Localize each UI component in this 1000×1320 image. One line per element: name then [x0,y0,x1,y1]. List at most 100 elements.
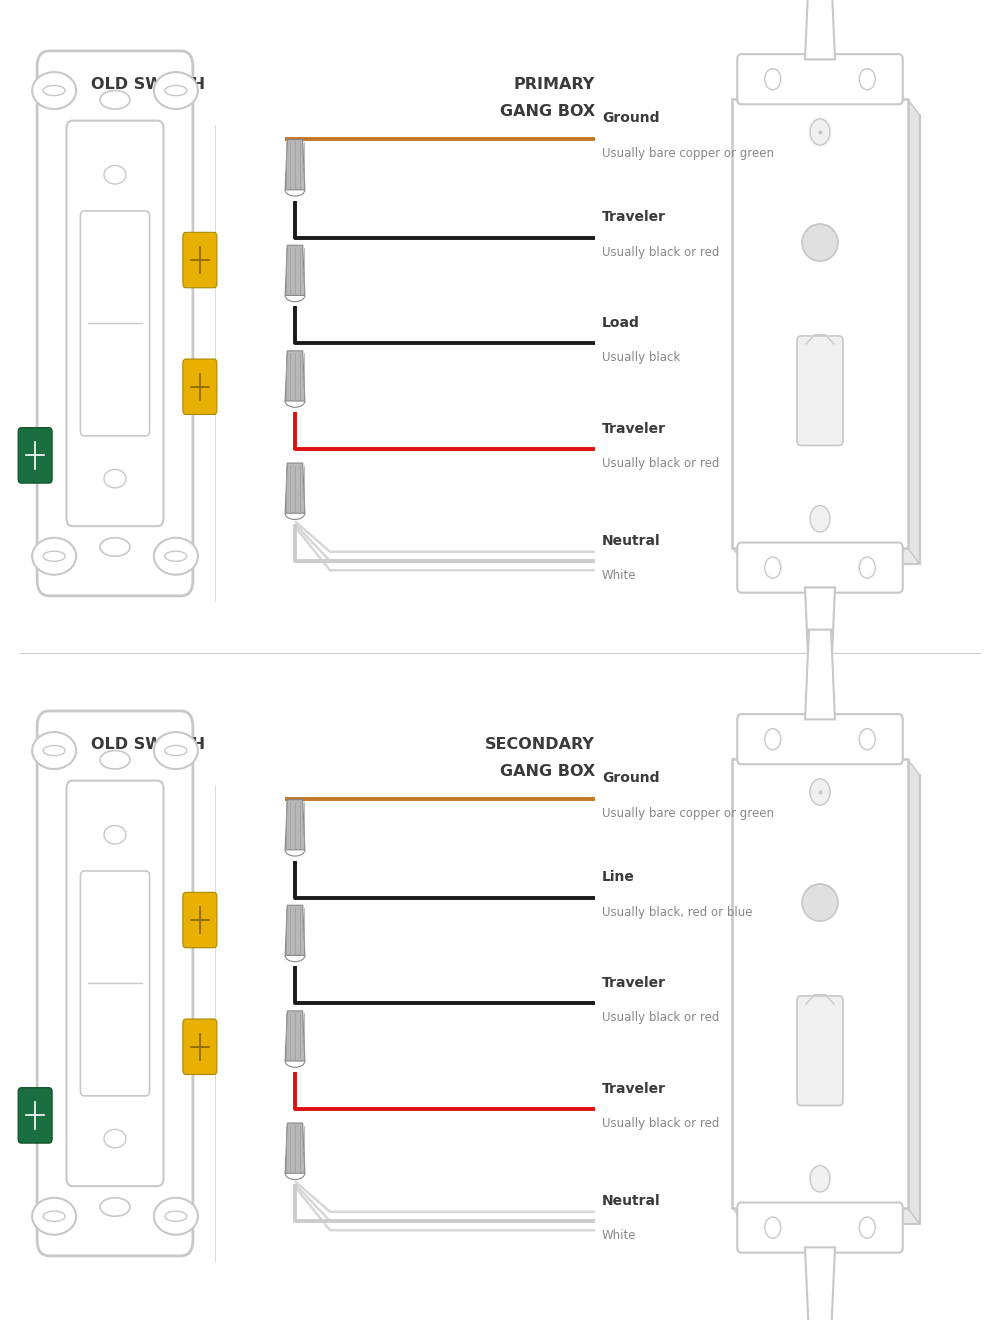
FancyBboxPatch shape [37,711,193,1255]
Ellipse shape [165,746,187,755]
Ellipse shape [32,73,76,110]
Circle shape [765,69,781,90]
FancyBboxPatch shape [732,759,908,1208]
Ellipse shape [32,733,76,770]
Ellipse shape [43,746,65,755]
Ellipse shape [802,884,838,921]
FancyBboxPatch shape [797,995,843,1106]
Text: GANG BOX: GANG BOX [500,104,595,119]
FancyBboxPatch shape [18,1088,52,1143]
Ellipse shape [154,537,198,574]
Ellipse shape [154,1197,198,1234]
Text: PRIMARY: PRIMARY [514,78,595,92]
Ellipse shape [43,1212,65,1221]
FancyBboxPatch shape [37,51,193,595]
FancyBboxPatch shape [744,775,920,1224]
Ellipse shape [802,224,838,261]
Ellipse shape [104,165,126,183]
Ellipse shape [104,1130,126,1148]
Polygon shape [805,0,835,59]
Circle shape [810,1166,830,1192]
Ellipse shape [104,470,126,488]
Ellipse shape [43,552,65,561]
Polygon shape [805,1247,835,1320]
Polygon shape [285,1011,305,1061]
Polygon shape [285,246,305,296]
Ellipse shape [100,537,130,556]
Text: Usually bare copper or green: Usually bare copper or green [602,147,774,160]
Text: Traveler: Traveler [602,975,666,990]
Text: Usually black or red: Usually black or red [602,1011,719,1024]
Ellipse shape [165,1212,187,1221]
Polygon shape [285,140,305,190]
Text: Usually black or red: Usually black or red [602,1117,719,1130]
FancyBboxPatch shape [183,359,217,414]
Text: Neutral: Neutral [602,1193,661,1208]
Circle shape [859,557,875,578]
Polygon shape [285,906,305,956]
FancyBboxPatch shape [732,99,908,548]
FancyBboxPatch shape [737,714,903,764]
FancyBboxPatch shape [183,232,217,288]
FancyBboxPatch shape [66,780,164,1187]
Text: Traveler: Traveler [602,421,666,436]
FancyBboxPatch shape [183,1019,217,1074]
Polygon shape [732,1208,920,1224]
Polygon shape [805,630,835,719]
FancyBboxPatch shape [737,1203,903,1253]
Polygon shape [285,1123,305,1173]
Text: Usually bare copper or green: Usually bare copper or green [602,807,774,820]
Text: White: White [602,1229,637,1242]
Circle shape [859,729,875,750]
Polygon shape [732,548,920,564]
Text: GANG BOX: GANG BOX [500,764,595,779]
Polygon shape [285,800,305,850]
Polygon shape [908,759,920,1224]
Text: Traveler: Traveler [602,210,666,224]
Text: Usually black or red: Usually black or red [602,457,719,470]
Text: White: White [602,569,637,582]
Text: OLD SWITCH: OLD SWITCH [91,738,205,752]
Circle shape [810,506,830,532]
Circle shape [859,69,875,90]
Text: Line: Line [602,870,635,884]
FancyBboxPatch shape [80,211,150,436]
FancyBboxPatch shape [183,892,217,948]
Polygon shape [285,351,305,401]
FancyBboxPatch shape [797,337,843,446]
Text: Neutral: Neutral [602,533,661,548]
Ellipse shape [100,751,130,770]
Ellipse shape [165,552,187,561]
Text: Load: Load [602,315,640,330]
Circle shape [765,729,781,750]
Text: SECONDARY: SECONDARY [485,738,595,752]
FancyBboxPatch shape [737,54,903,104]
Text: Ground: Ground [602,771,660,785]
Text: Traveler: Traveler [602,1081,666,1096]
FancyBboxPatch shape [737,543,903,593]
Polygon shape [285,463,305,513]
Text: OLD SWITCH: OLD SWITCH [91,78,205,92]
Ellipse shape [165,86,187,95]
Ellipse shape [32,537,76,574]
FancyBboxPatch shape [66,120,164,527]
Text: Ground: Ground [602,111,660,125]
Ellipse shape [43,86,65,95]
Circle shape [765,1217,781,1238]
Text: Usually black or red: Usually black or red [602,246,719,259]
Circle shape [859,1217,875,1238]
Polygon shape [805,587,835,677]
Polygon shape [908,99,920,564]
Ellipse shape [154,73,198,110]
FancyBboxPatch shape [18,428,52,483]
Ellipse shape [100,1197,130,1216]
Circle shape [810,779,830,805]
Ellipse shape [100,91,130,110]
Text: Usually black: Usually black [602,351,680,364]
Circle shape [810,119,830,145]
FancyBboxPatch shape [80,871,150,1096]
Circle shape [765,557,781,578]
Ellipse shape [104,825,126,843]
Ellipse shape [32,1197,76,1234]
FancyBboxPatch shape [744,115,920,564]
